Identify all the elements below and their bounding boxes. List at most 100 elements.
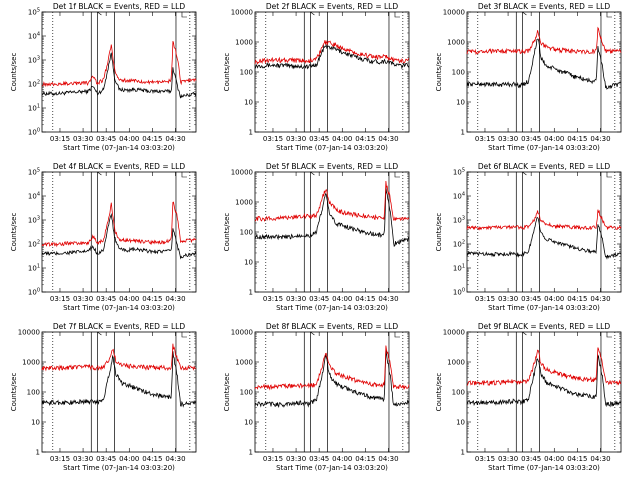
x-tick-label: 03:15	[263, 295, 283, 303]
interval-flag	[522, 331, 527, 336]
interval-flag	[394, 12, 400, 18]
panel-title: Det 4f BLACK = Events, RED = LLD	[53, 162, 186, 171]
plot-frame	[466, 171, 622, 293]
y-tick-label: 10000	[231, 169, 253, 177]
y-tick-label: 1	[36, 449, 40, 457]
interval-flag	[310, 331, 315, 336]
y-tick-label: 10	[244, 419, 253, 427]
y-tick-label: 10	[244, 259, 253, 267]
lld-series-line	[466, 347, 622, 386]
x-axis-label: Start Time (07-Jan-14 03:03:20)	[276, 144, 388, 152]
events-series-line	[254, 350, 410, 408]
interval-flag	[97, 171, 102, 176]
x-tick-label: 04:00	[544, 295, 564, 303]
x-axis-label: Start Time (07-Jan-14 03:03:20)	[63, 144, 175, 152]
events-series-line	[41, 351, 197, 408]
x-tick-label: 03:30	[286, 295, 306, 303]
y-tick-label: 104	[28, 32, 40, 41]
y-tick-label: 1000	[447, 359, 465, 367]
y-tick-label: 10	[31, 419, 40, 427]
interval-flag	[522, 11, 527, 16]
x-axis-label: Start Time (07-Jan-14 03:03:20)	[488, 464, 600, 472]
x-tick-label: 04:30	[165, 455, 185, 463]
y-tick-label: 100	[452, 389, 465, 397]
x-tick-label: 04:30	[590, 295, 610, 303]
x-tick-label: 03:15	[50, 455, 70, 463]
x-tick-label: 03:15	[263, 135, 283, 143]
x-tick-label: 03:45	[521, 455, 541, 463]
y-axis-label: Counts/sec	[435, 213, 443, 252]
x-tick-label: 03:15	[50, 295, 70, 303]
x-tick-label: 04:00	[544, 135, 564, 143]
y-tick-label: 1000	[235, 39, 253, 47]
x-tick-label: 03:45	[309, 295, 329, 303]
panel-title: Det 8f BLACK = Events, RED = LLD	[266, 322, 399, 331]
y-tick-label: 100	[240, 229, 253, 237]
lld-series-line	[41, 201, 197, 248]
plot-frame	[41, 171, 197, 293]
x-tick-label: 04:15	[355, 135, 375, 143]
y-tick-label: 1	[461, 449, 465, 457]
x-tick-label: 04:15	[567, 455, 587, 463]
y-tick-label: 10000	[443, 329, 465, 337]
x-tick-label: 04:30	[378, 455, 398, 463]
x-axis-label: Start Time (07-Jan-14 03:03:20)	[276, 304, 388, 312]
y-tick-label: 10	[456, 99, 465, 107]
panel-8: Det 8f BLACK = Events, RED = LLD 1 10 100 10…	[223, 322, 410, 472]
lld-series-line	[41, 41, 197, 87]
interval-flag	[606, 172, 612, 178]
x-tick-label: 04:30	[590, 135, 610, 143]
y-tick-label: 100	[28, 128, 40, 137]
panel-title: Det 3f BLACK = Events, RED = LLD	[478, 2, 611, 11]
x-axis-label: Start Time (07-Jan-14 03:03:20)	[488, 304, 600, 312]
x-tick-label: 03:30	[73, 295, 93, 303]
y-tick-label: 10000	[18, 329, 40, 337]
x-tick-label: 03:15	[263, 455, 283, 463]
interval-flag	[97, 331, 102, 336]
y-tick-label: 104	[453, 192, 465, 201]
panel-9: Det 9f BLACK = Events, RED = LLD 1 10 100 10…	[435, 322, 622, 472]
y-axis-label: Counts/sec	[223, 213, 231, 252]
panel-1: Det 1f BLACK = Events, RED = LLD 100 101 10…	[10, 2, 197, 152]
y-axis-label: Counts/sec	[10, 213, 18, 252]
x-tick-label: 04:00	[332, 455, 352, 463]
y-tick-label: 10000	[443, 9, 465, 17]
events-series-line	[466, 38, 622, 90]
y-tick-label: 102	[28, 80, 40, 89]
panel-4: Det 4f BLACK = Events, RED = LLD 100 101 10…	[10, 162, 197, 312]
events-series-line	[41, 52, 197, 99]
x-tick-label: 04:00	[332, 135, 352, 143]
y-tick-label: 1000	[447, 39, 465, 47]
x-tick-label: 03:30	[498, 135, 518, 143]
y-tick-label: 10000	[231, 9, 253, 17]
panel-3: Det 3f BLACK = Events, RED = LLD 1 10 100 10…	[435, 2, 622, 152]
panel-title: Det 9f BLACK = Events, RED = LLD	[478, 322, 611, 331]
events-series-line	[466, 353, 622, 408]
interval-flag	[310, 171, 315, 176]
x-tick-label: 03:15	[475, 295, 495, 303]
x-tick-label: 03:45	[521, 135, 541, 143]
x-tick-label: 03:45	[309, 135, 329, 143]
interval-flag	[181, 172, 187, 178]
x-tick-label: 04:15	[355, 455, 375, 463]
x-axis-label: Start Time (07-Jan-14 03:03:20)	[488, 144, 600, 152]
x-tick-label: 04:00	[119, 295, 139, 303]
panel-title: Det 2f BLACK = Events, RED = LLD	[266, 2, 399, 11]
x-tick-label: 04:15	[355, 295, 375, 303]
x-tick-label: 03:15	[475, 135, 495, 143]
y-tick-label: 103	[28, 216, 40, 225]
y-tick-label: 1000	[235, 199, 253, 207]
interval-flag	[394, 172, 400, 178]
lld-series-line	[41, 343, 197, 372]
panel-title: Det 1f BLACK = Events, RED = LLD	[53, 2, 186, 11]
y-axis-label: Counts/sec	[10, 53, 18, 92]
lld-series-line	[254, 345, 410, 391]
x-tick-label: 03:30	[73, 135, 93, 143]
events-series-line	[254, 43, 410, 70]
y-axis-label: Counts/sec	[223, 373, 231, 412]
x-tick-label: 04:00	[332, 295, 352, 303]
x-tick-label: 03:30	[73, 455, 93, 463]
x-tick-label: 04:00	[119, 135, 139, 143]
interval-flag	[97, 11, 102, 16]
panel-title: Det 6f BLACK = Events, RED = LLD	[478, 162, 611, 171]
